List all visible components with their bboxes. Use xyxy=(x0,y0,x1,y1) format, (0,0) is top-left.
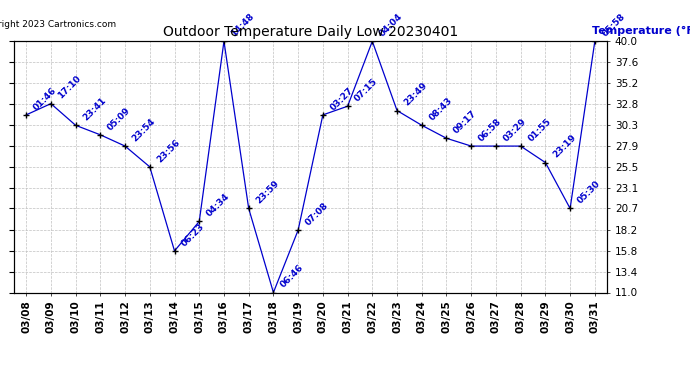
Text: 07:08: 07:08 xyxy=(304,201,331,227)
Text: 23:56: 23:56 xyxy=(155,138,182,164)
Text: 06:46: 06:46 xyxy=(279,263,306,290)
Text: 06:58: 06:58 xyxy=(477,117,503,143)
Text: Copyright 2023 Cartronics.com: Copyright 2023 Cartronics.com xyxy=(0,20,117,29)
Text: 04:04: 04:04 xyxy=(378,12,404,39)
Text: 17:10: 17:10 xyxy=(57,74,83,101)
Text: 05:09: 05:09 xyxy=(106,105,132,132)
Text: 23:19: 23:19 xyxy=(551,133,578,160)
Text: 05:30: 05:30 xyxy=(575,179,602,206)
Text: 06:23: 06:23 xyxy=(180,222,206,248)
Text: 03:29: 03:29 xyxy=(502,117,528,143)
Text: Temperature (°F): Temperature (°F) xyxy=(592,26,690,36)
Text: 03:27: 03:27 xyxy=(328,86,355,112)
Title: Outdoor Temperature Daily Low 20230401: Outdoor Temperature Daily Low 20230401 xyxy=(163,25,458,39)
Text: 23:49: 23:49 xyxy=(402,81,429,108)
Text: 09:17: 09:17 xyxy=(452,109,479,135)
Text: 01:46: 01:46 xyxy=(32,86,59,112)
Text: 04:34: 04:34 xyxy=(205,192,231,219)
Text: 01:55: 01:55 xyxy=(526,117,553,143)
Text: 23:41: 23:41 xyxy=(81,96,108,123)
Text: 14:48: 14:48 xyxy=(230,12,256,39)
Text: 05:58: 05:58 xyxy=(600,12,627,39)
Text: 23:54: 23:54 xyxy=(130,117,157,143)
Text: 23:59: 23:59 xyxy=(254,179,281,206)
Text: 08:43: 08:43 xyxy=(427,96,454,123)
Text: 07:15: 07:15 xyxy=(353,77,380,104)
